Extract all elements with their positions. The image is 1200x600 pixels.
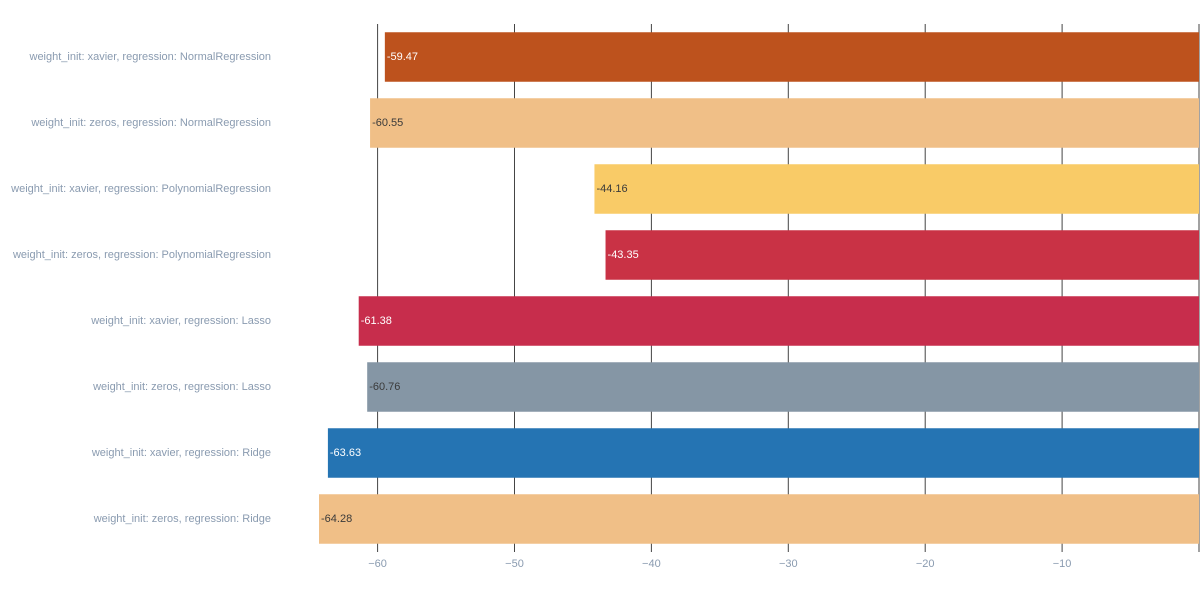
category-label: weight_init: zeros, regression: NormalRe… bbox=[30, 117, 271, 129]
bar-value-labels: -59.47 -60.55 -44.16 -43.35 -61.38 -60.76 -63.… bbox=[321, 51, 639, 525]
x-tick-labels: −60 −50 −40 −30 −20 −10 bbox=[368, 558, 1071, 570]
category-label: weight_init: zeros, regression: Ridge bbox=[93, 513, 271, 525]
bar-value-label: -63.63 bbox=[330, 447, 361, 459]
bar bbox=[319, 494, 1199, 544]
bar-value-label: -59.47 bbox=[387, 51, 418, 63]
category-label: weight_init: zeros, regression: Polynomi… bbox=[12, 249, 271, 261]
bar-value-label: -43.35 bbox=[608, 249, 639, 261]
bar bbox=[594, 164, 1199, 214]
bar-value-label: -61.38 bbox=[361, 315, 392, 327]
bars bbox=[319, 32, 1200, 544]
category-label: weight_init: xavier, regression: NormalR… bbox=[29, 51, 272, 63]
x-tick-label: −40 bbox=[642, 558, 661, 570]
category-label: weight_init: zeros, regression: Lasso bbox=[92, 381, 271, 393]
x-tick-label: −30 bbox=[779, 558, 798, 570]
x-tick-label: −10 bbox=[1053, 558, 1072, 570]
bar bbox=[367, 362, 1199, 412]
x-tick-label: −20 bbox=[916, 558, 935, 570]
bar bbox=[358, 296, 1199, 346]
bar bbox=[605, 230, 1199, 280]
category-label: weight_init: xavier, regression: Polynom… bbox=[10, 183, 271, 195]
category-label: weight_init: xavier, regression: Ridge bbox=[91, 447, 271, 459]
bar-value-label: -60.76 bbox=[369, 381, 400, 393]
category-label: weight_init: xavier, regression: Lasso bbox=[90, 315, 271, 327]
bar bbox=[327, 428, 1199, 478]
bar bbox=[384, 32, 1200, 82]
bar bbox=[370, 98, 1199, 148]
x-tick-label: −50 bbox=[505, 558, 524, 570]
bar-value-label: -60.55 bbox=[372, 117, 403, 129]
category-labels: weight_init: xavier, regression: NormalR… bbox=[10, 51, 271, 525]
x-tick-label: −60 bbox=[368, 558, 387, 570]
bar-value-label: -64.28 bbox=[321, 513, 352, 525]
bar-value-label: -44.16 bbox=[596, 183, 627, 195]
